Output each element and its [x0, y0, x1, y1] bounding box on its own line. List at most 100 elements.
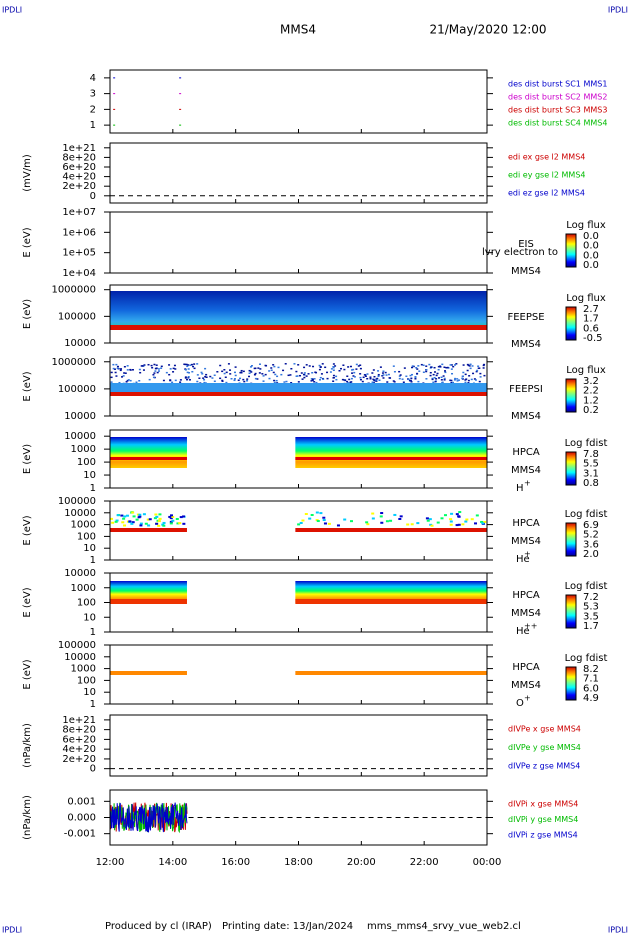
colorbar-tick-label: 6.9 [583, 520, 599, 531]
spectrogram [318, 368, 321, 371]
spectrogram [378, 379, 381, 382]
spectrogram [380, 512, 384, 515]
spectrogram [450, 381, 453, 384]
spectrogram [285, 380, 288, 383]
spectrogram [122, 375, 125, 377]
spectrogram [184, 377, 187, 379]
y-tick-label: 1000 [71, 520, 96, 531]
y-axis-label: E (eV) [22, 515, 33, 545]
y-tick-label: 6e+20 [62, 734, 96, 745]
spectrogram [202, 377, 205, 379]
spectrogram [138, 368, 141, 371]
spectrogram [192, 365, 195, 368]
spectrogram [389, 519, 393, 522]
spectrogram [219, 377, 222, 380]
spectrogram [481, 522, 485, 525]
colorbar [565, 594, 577, 629]
spectrogram [456, 380, 459, 382]
spectrogram [436, 521, 440, 524]
spectrogram [455, 513, 459, 516]
y-tick-label: 8e+20 [62, 725, 96, 736]
spectrogram [123, 524, 127, 527]
spectrogram [338, 370, 341, 372]
spectrogram [449, 379, 452, 382]
spectrogram [311, 378, 314, 381]
spectrogram [264, 364, 267, 367]
instrument: HPCA [512, 662, 540, 673]
species: H [516, 483, 524, 494]
spectrogram [221, 370, 224, 373]
y-tick-label: 100 [77, 531, 96, 542]
spectrogram [110, 291, 487, 329]
spectrogram [144, 522, 148, 525]
spectrogram [318, 364, 321, 367]
colorbar [565, 522, 577, 557]
colorbar-tick-label: 7.1 [583, 674, 599, 685]
y-tick-label: 1e+07 [62, 207, 96, 218]
spectrogram [416, 522, 420, 525]
spectrogram [376, 377, 379, 380]
spectrogram [184, 363, 187, 366]
spectrogram [240, 369, 243, 372]
y-tick-label: 1000 [71, 444, 96, 455]
spectrogram [153, 363, 156, 366]
spectrogram [455, 363, 458, 365]
spectrogram [172, 371, 175, 373]
spectrogram [301, 519, 305, 522]
legend-entry: dIVPe z gse MMS4 [508, 762, 580, 771]
logo: IPDLI [2, 926, 22, 934]
spectrogram [261, 373, 264, 375]
spectrogram [371, 372, 374, 374]
spectrogram [332, 366, 335, 368]
spectrogram [248, 372, 251, 375]
spectrogram [225, 381, 228, 384]
y-tick-label: 0 [90, 764, 96, 775]
spectrogram [468, 375, 471, 377]
colorbar [565, 378, 577, 413]
spectrogram [168, 373, 171, 376]
spectrogram [372, 382, 375, 384]
spectrogram [426, 519, 430, 522]
colorbar-tick-label: 1.7 [583, 314, 599, 325]
spectrogram [350, 381, 353, 383]
spectrogram [182, 515, 186, 518]
spectrogram [339, 367, 342, 370]
spectrogram [369, 376, 372, 378]
spectrogram [467, 379, 470, 382]
spectrogram [110, 457, 187, 460]
spectrogram [468, 365, 471, 367]
legend-entry: dIVPe x gse MMS4 [508, 725, 581, 734]
spectrogram [425, 369, 428, 371]
spectrogram [372, 369, 375, 371]
spectrogram [341, 378, 344, 381]
spectrogram [239, 377, 242, 380]
note: lvry electron to [482, 247, 558, 258]
spectrogram [239, 371, 242, 374]
charge: + [524, 550, 531, 559]
spectrogram [417, 380, 420, 383]
spectrogram [155, 522, 159, 525]
spectrogram [305, 375, 308, 377]
spectrogram [393, 381, 396, 383]
spectrogram [110, 437, 187, 468]
spectrogram [443, 377, 446, 380]
spectrogram [443, 370, 446, 372]
spectrogram [110, 381, 113, 383]
spectrogram [179, 516, 183, 519]
spectrogram [349, 520, 353, 523]
spectrogram [430, 524, 434, 527]
spectrogram [168, 364, 171, 366]
spectrogram [437, 377, 440, 379]
spectrogram [110, 392, 487, 396]
species: He [516, 626, 530, 637]
spectrogram [110, 371, 113, 374]
colorbar-tick-label: -0.5 [583, 333, 603, 344]
y-tick-label: 4e+20 [62, 172, 96, 183]
spectrogram [277, 366, 280, 369]
spectrogram [359, 364, 362, 366]
spectrogram [227, 363, 230, 365]
spectrogram [456, 378, 459, 380]
noise-trace [109, 802, 188, 833]
spectrogram [110, 325, 487, 330]
